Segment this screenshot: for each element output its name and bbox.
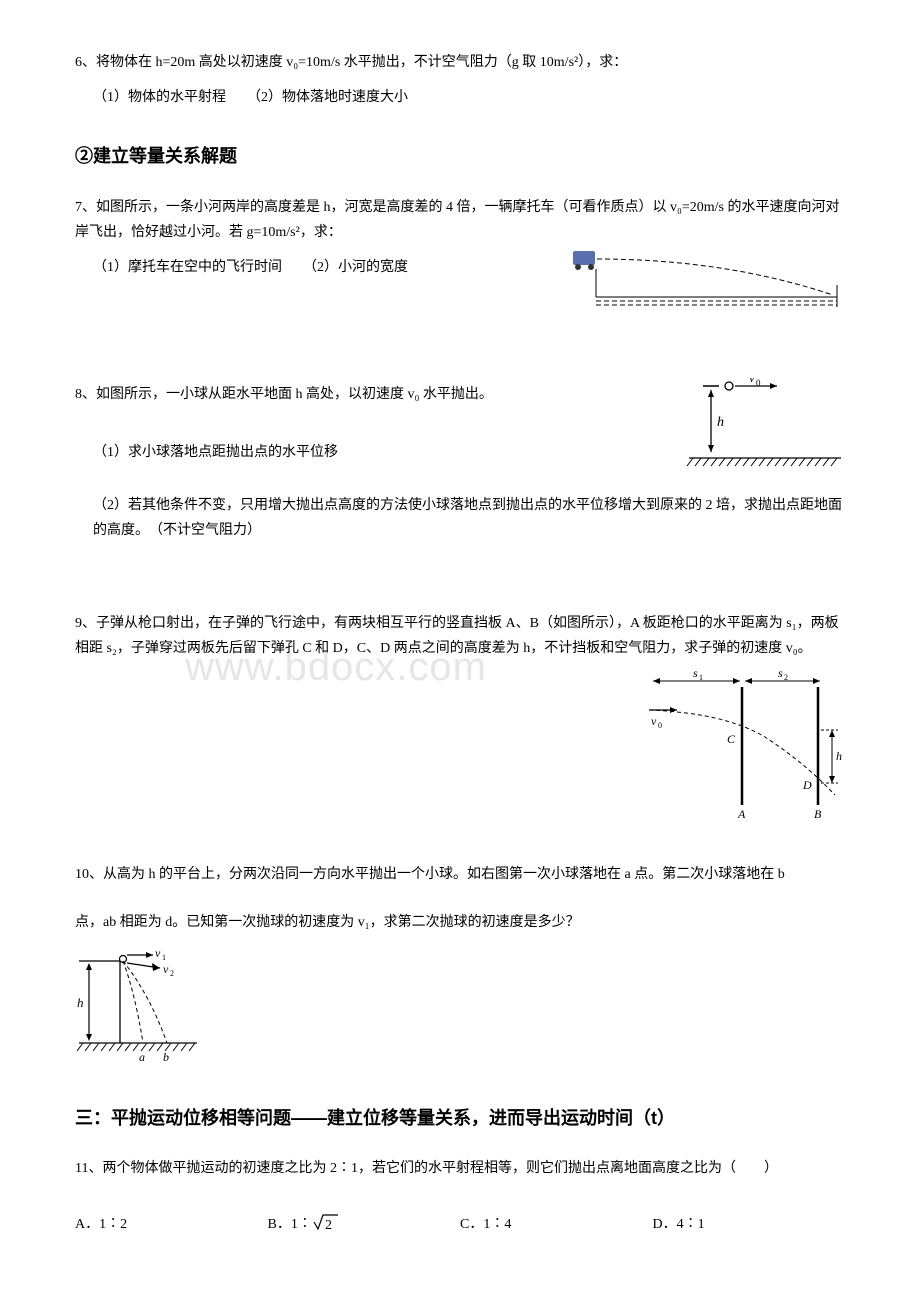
problem-8: v 0 h 8、如图所示，一小球从距水平地面 h 高处，以初速度 v₀ 水平抛出… bbox=[75, 382, 845, 543]
option-a: A．1∶2 bbox=[75, 1212, 268, 1237]
section-2-heading: ②建立等量关系解题 bbox=[75, 140, 845, 172]
svg-text:v: v bbox=[749, 378, 755, 385]
figure-7 bbox=[565, 245, 845, 324]
problem-9-text: 9、子弹从枪口射出，在子弹的飞行途中，有两块相互平行的竖直挡板 A、B（如图所示… bbox=[75, 611, 845, 661]
problem-6-sub: （1）物体的水平射程 （2）物体落地时速度大小 bbox=[93, 85, 845, 110]
motorcycle-trajectory-icon bbox=[565, 245, 845, 315]
projectile-height-icon: v 0 h bbox=[685, 378, 845, 473]
problem-6-text: 6、将物体在 h=20m 高处以初速度 v₀=10m/s 水平抛出，不计空气阻力… bbox=[75, 50, 845, 75]
option-d: D．4∶1 bbox=[653, 1212, 846, 1237]
svg-text:s: s bbox=[778, 666, 783, 680]
svg-text:b: b bbox=[163, 1050, 169, 1064]
svg-text:1: 1 bbox=[162, 953, 166, 962]
double-throw-icon: v 1 v 2 h a b bbox=[75, 945, 205, 1065]
option-c: C．1∶4 bbox=[460, 1212, 653, 1237]
two-boards-trajectory-icon: s 1 s 2 v 0 C D h bbox=[635, 665, 845, 825]
problem-9: www.bdocx.com 9、子弹从枪口射出，在子弹的飞行途中，有两块相互平行… bbox=[75, 611, 845, 835]
svg-text:C: C bbox=[727, 732, 736, 746]
svg-text:B: B bbox=[814, 807, 822, 821]
sqrt-2-icon: 2 bbox=[312, 1212, 340, 1232]
problem-11-text: 11、两个物体做平抛运动的初速度之比为 2∶1，若它们的水平射程相等，则它们抛出… bbox=[75, 1156, 845, 1181]
section-3-heading: 三：平抛运动位移相等问题——建立位移等量关系，进而导出运动时间（t） bbox=[75, 1102, 845, 1134]
svg-text:v: v bbox=[155, 946, 161, 960]
problem-11-options: A．1∶2 B．1∶ 2 C．1∶4 D．4∶1 bbox=[75, 1212, 845, 1237]
problem-10-text2-content: 点，ab 相距为 d。已知第一次抛球的初速度为 v₁，求第二次抛球的初速度是多少… bbox=[75, 915, 580, 930]
svg-text:0: 0 bbox=[658, 721, 662, 730]
option-b: B．1∶ 2 bbox=[268, 1212, 461, 1237]
figure-10: v 1 v 2 h a b bbox=[75, 945, 845, 1074]
svg-text:h: h bbox=[836, 749, 842, 763]
problem-10: 10、从高为 h 的平台上，分两次沿同一方向水平抛出一个小球。如右图第一次小球落… bbox=[75, 862, 845, 1074]
svg-text:2: 2 bbox=[784, 673, 788, 682]
svg-text:D: D bbox=[802, 778, 812, 792]
svg-text:h: h bbox=[717, 415, 724, 430]
svg-text:0: 0 bbox=[756, 378, 761, 388]
svg-text:A: A bbox=[737, 807, 746, 821]
svg-text:2: 2 bbox=[325, 1218, 332, 1232]
problem-11: 11、两个物体做平抛运动的初速度之比为 2∶1，若它们的水平射程相等，则它们抛出… bbox=[75, 1156, 845, 1236]
svg-text:2: 2 bbox=[170, 969, 174, 978]
problem-7-text: 7、如图所示，一条小河两岸的高度差是 h，河宽是高度差的 4 倍，一辆摩托车（可… bbox=[75, 195, 845, 245]
svg-text:v: v bbox=[163, 962, 169, 976]
svg-text:h: h bbox=[77, 995, 84, 1010]
problem-10-text2: 点，ab 相距为 d。已知第一次抛球的初速度为 v₁，求第二次抛球的初速度是多少… bbox=[75, 910, 845, 935]
problem-6: 6、将物体在 h=20m 高处以初速度 v₀=10m/s 水平抛出，不计空气阻力… bbox=[75, 50, 845, 110]
svg-text:v: v bbox=[651, 714, 657, 728]
svg-text:s: s bbox=[693, 666, 698, 680]
figure-9: s 1 s 2 v 0 C D h bbox=[635, 665, 845, 834]
svg-text:1: 1 bbox=[699, 673, 703, 682]
figure-8: v 0 h bbox=[685, 378, 845, 482]
problem-7: 7、如图所示，一条小河两岸的高度差是 h，河宽是高度差的 4 倍，一辆摩托车（可… bbox=[75, 195, 845, 325]
problem-8-sub2: （2）若其他条件不变，只用增大抛出点高度的方法使小球落地点到抛出点的水平位移增大… bbox=[93, 493, 845, 543]
option-b-prefix: B．1∶ bbox=[268, 1217, 312, 1232]
problem-10-text1: 10、从高为 h 的平台上，分两次沿同一方向水平抛出一个小球。如右图第一次小球落… bbox=[75, 862, 845, 887]
svg-text:a: a bbox=[139, 1050, 145, 1064]
